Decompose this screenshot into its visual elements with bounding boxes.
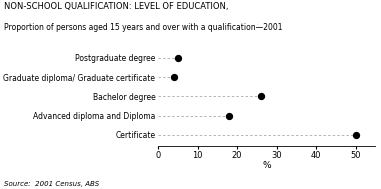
Text: Source:  2001 Census, ABS: Source: 2001 Census, ABS — [4, 181, 99, 187]
Text: Proportion of persons aged 15 years and over with a qualification—2001: Proportion of persons aged 15 years and … — [4, 23, 282, 32]
Point — [352, 133, 359, 136]
Point — [226, 114, 232, 117]
Point — [171, 76, 177, 79]
Point — [175, 56, 181, 59]
X-axis label: %: % — [263, 161, 271, 170]
Point — [258, 95, 264, 98]
Text: NON-SCHOOL QUALIFICATION: LEVEL OF EDUCATION,: NON-SCHOOL QUALIFICATION: LEVEL OF EDUCA… — [4, 2, 228, 11]
